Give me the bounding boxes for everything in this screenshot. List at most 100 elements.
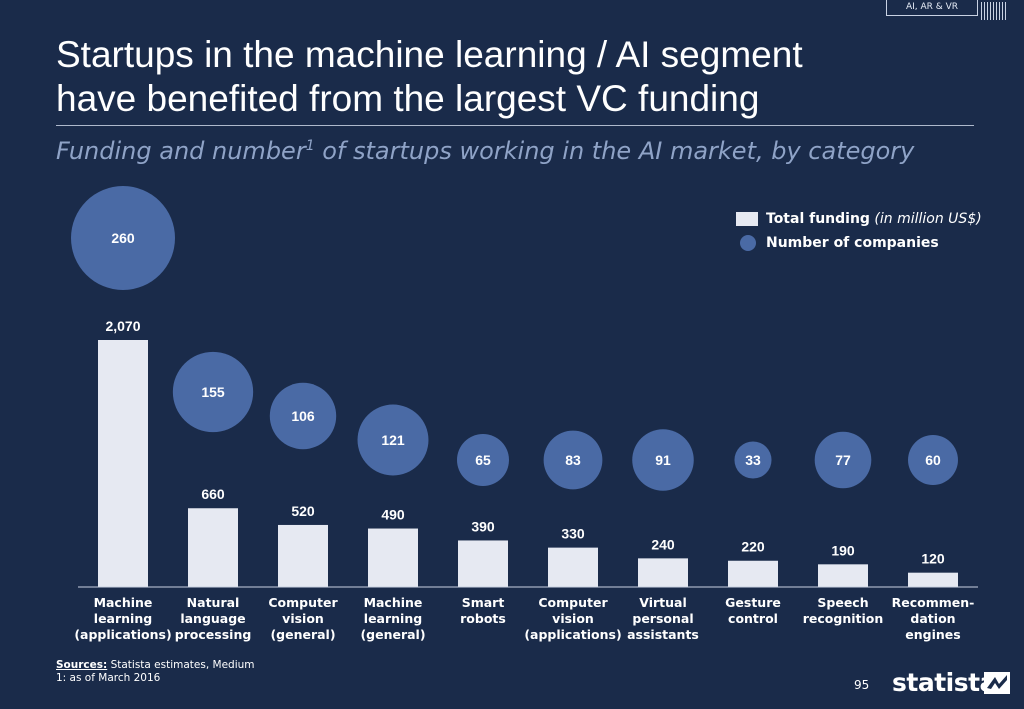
bubble-swatch-icon bbox=[740, 235, 756, 251]
x-tick-label-line: learning bbox=[364, 611, 422, 626]
x-axis-labels: Machine learning (applications)Natural lang… bbox=[74, 595, 974, 642]
bubble-value-label-10: 60 bbox=[925, 452, 941, 468]
bar-5 bbox=[458, 540, 508, 587]
bubble-value-label-3: 106 bbox=[291, 408, 315, 424]
x-tick-label-line: assistants bbox=[627, 627, 699, 642]
bar-value-label-6: 330 bbox=[561, 526, 585, 542]
bubble-7 bbox=[632, 429, 694, 491]
x-tick-label-line: engines bbox=[905, 627, 960, 642]
statista-logo: statista bbox=[892, 668, 996, 697]
bubble-value-label-6: 83 bbox=[565, 452, 581, 468]
title-line-1: Startups in the machine learning / AI se… bbox=[56, 34, 803, 75]
x-tick-label-line: vision bbox=[552, 611, 594, 626]
x-tick-label-line: Gesture bbox=[725, 595, 781, 610]
bar-4 bbox=[368, 528, 418, 587]
x-tick-label-line: (general) bbox=[360, 627, 425, 642]
bubble-1 bbox=[71, 186, 175, 290]
subtitle-main: Funding and number bbox=[56, 137, 306, 165]
x-tick-label-5: Smart robots bbox=[460, 595, 506, 626]
x-tick-label-line: processing bbox=[175, 627, 252, 642]
bar-7 bbox=[638, 558, 688, 587]
bar-value-label-3: 520 bbox=[291, 503, 315, 519]
bubble-3 bbox=[269, 382, 337, 450]
bar-2 bbox=[188, 508, 238, 587]
legend-item-funding: Total funding (in million US$) bbox=[736, 208, 982, 232]
bubble-10 bbox=[908, 435, 958, 485]
chart-subtitle: Funding and number1 of startups working … bbox=[56, 137, 914, 165]
page-title: Startups in the machine learning / AI se… bbox=[56, 33, 956, 121]
bubble-8 bbox=[734, 441, 772, 479]
section-tag: AI, AR & VR bbox=[886, 0, 978, 16]
bar-swatch-icon bbox=[736, 212, 758, 226]
x-tick-label-line: Computer bbox=[268, 595, 338, 610]
subtitle-rest: of startups working in the AI market, by… bbox=[314, 137, 915, 165]
bar-value-label-9: 190 bbox=[831, 542, 855, 558]
bar-value-label-1: 2,070 bbox=[105, 318, 140, 334]
x-tick-label-line: (general) bbox=[270, 627, 335, 642]
x-tick-label-line: Machine bbox=[364, 595, 423, 610]
x-tick-label-line: dation bbox=[910, 611, 955, 626]
x-tick-label-2: Natural language processing bbox=[175, 595, 252, 642]
footer-notes: Sources: Statista estimates, Medium 1: a… bbox=[56, 659, 255, 685]
sources-label: Sources: bbox=[56, 659, 108, 671]
legend-companies-label: Number of companies bbox=[766, 235, 939, 251]
x-tick-label-line: Machine bbox=[94, 595, 153, 610]
title-divider bbox=[56, 125, 974, 126]
x-tick-label-line: personal bbox=[632, 611, 693, 626]
bar-value-label-2: 660 bbox=[201, 486, 225, 502]
bubble-6 bbox=[543, 430, 603, 490]
bubble-4 bbox=[357, 404, 429, 476]
bubble-value-label-5: 65 bbox=[475, 452, 491, 468]
bubble-5 bbox=[457, 434, 509, 486]
legend-funding-label: Total funding bbox=[766, 211, 870, 227]
x-tick-label-line: Smart bbox=[462, 595, 505, 610]
bubble-value-label-8: 33 bbox=[745, 452, 761, 468]
footnote: 1: as of March 2016 bbox=[56, 672, 161, 684]
x-tick-label-line: (applications) bbox=[524, 627, 621, 642]
x-tick-label-line: (applications) bbox=[74, 627, 171, 642]
x-tick-label-7: Virtual personal assistants bbox=[627, 595, 699, 642]
x-tick-label-line: control bbox=[728, 611, 778, 626]
bar-value-label-5: 390 bbox=[471, 518, 495, 534]
legend-item-companies: Number of companies bbox=[736, 232, 982, 256]
bar-6 bbox=[548, 547, 598, 587]
bubble-layer: 260 155 106 121 65 83 91 33 77 60 bbox=[71, 186, 958, 491]
x-tick-label-line: Recommen- bbox=[892, 595, 975, 610]
sources-line: Sources: Statista estimates, Medium bbox=[56, 659, 255, 672]
bubble-value-label-4: 121 bbox=[381, 432, 405, 448]
x-tick-label-9: Speech recognition bbox=[803, 595, 884, 626]
x-tick-label-line: Natural bbox=[187, 595, 240, 610]
chart-legend: Total funding (in million US$) Number of… bbox=[736, 208, 982, 256]
bubble-2 bbox=[172, 351, 254, 433]
bubble-value-label-9: 77 bbox=[835, 452, 851, 468]
bubble-value-label-2: 155 bbox=[201, 384, 225, 400]
x-tick-label-line: vision bbox=[282, 611, 324, 626]
statista-logo-icon bbox=[984, 672, 1010, 694]
x-tick-label-6: Computer vision (applications) bbox=[524, 595, 621, 642]
x-tick-label-3: Computer vision (general) bbox=[268, 595, 338, 642]
x-tick-label-1: Machine learning (applications) bbox=[74, 595, 171, 642]
bar-value-label-7: 240 bbox=[651, 536, 675, 552]
bar-10 bbox=[908, 572, 958, 587]
bar-value-label-8: 220 bbox=[741, 539, 765, 555]
x-tick-label-8: Gesture control bbox=[725, 595, 781, 626]
x-tick-label-line: robots bbox=[460, 611, 506, 626]
sources-text: Statista estimates, Medium bbox=[107, 659, 255, 671]
bar-value-label-4: 490 bbox=[381, 507, 405, 523]
bar-9 bbox=[818, 564, 868, 587]
x-tick-label-line: learning bbox=[94, 611, 152, 626]
x-tick-label-10: Recommen-dation engines bbox=[892, 595, 975, 642]
x-tick-label-4: Machine learning (general) bbox=[360, 595, 425, 642]
legend-funding-unit: (in million US$) bbox=[869, 211, 982, 227]
x-tick-label-line: Virtual bbox=[639, 595, 687, 610]
bubble-value-label-7: 91 bbox=[655, 452, 671, 468]
bubble-value-label-1: 260 bbox=[111, 230, 135, 246]
x-tick-label-line: recognition bbox=[803, 611, 884, 626]
x-tick-label-line: language bbox=[180, 611, 245, 626]
page-number: 95 bbox=[854, 678, 870, 692]
bar-layer: 2,070 660 520 490 390 330 240 220 190 120 bbox=[98, 318, 958, 587]
bubble-9 bbox=[814, 431, 872, 489]
x-tick-label-line: Computer bbox=[538, 595, 608, 610]
title-line-2: have benefited from the largest VC fundi… bbox=[56, 78, 760, 119]
